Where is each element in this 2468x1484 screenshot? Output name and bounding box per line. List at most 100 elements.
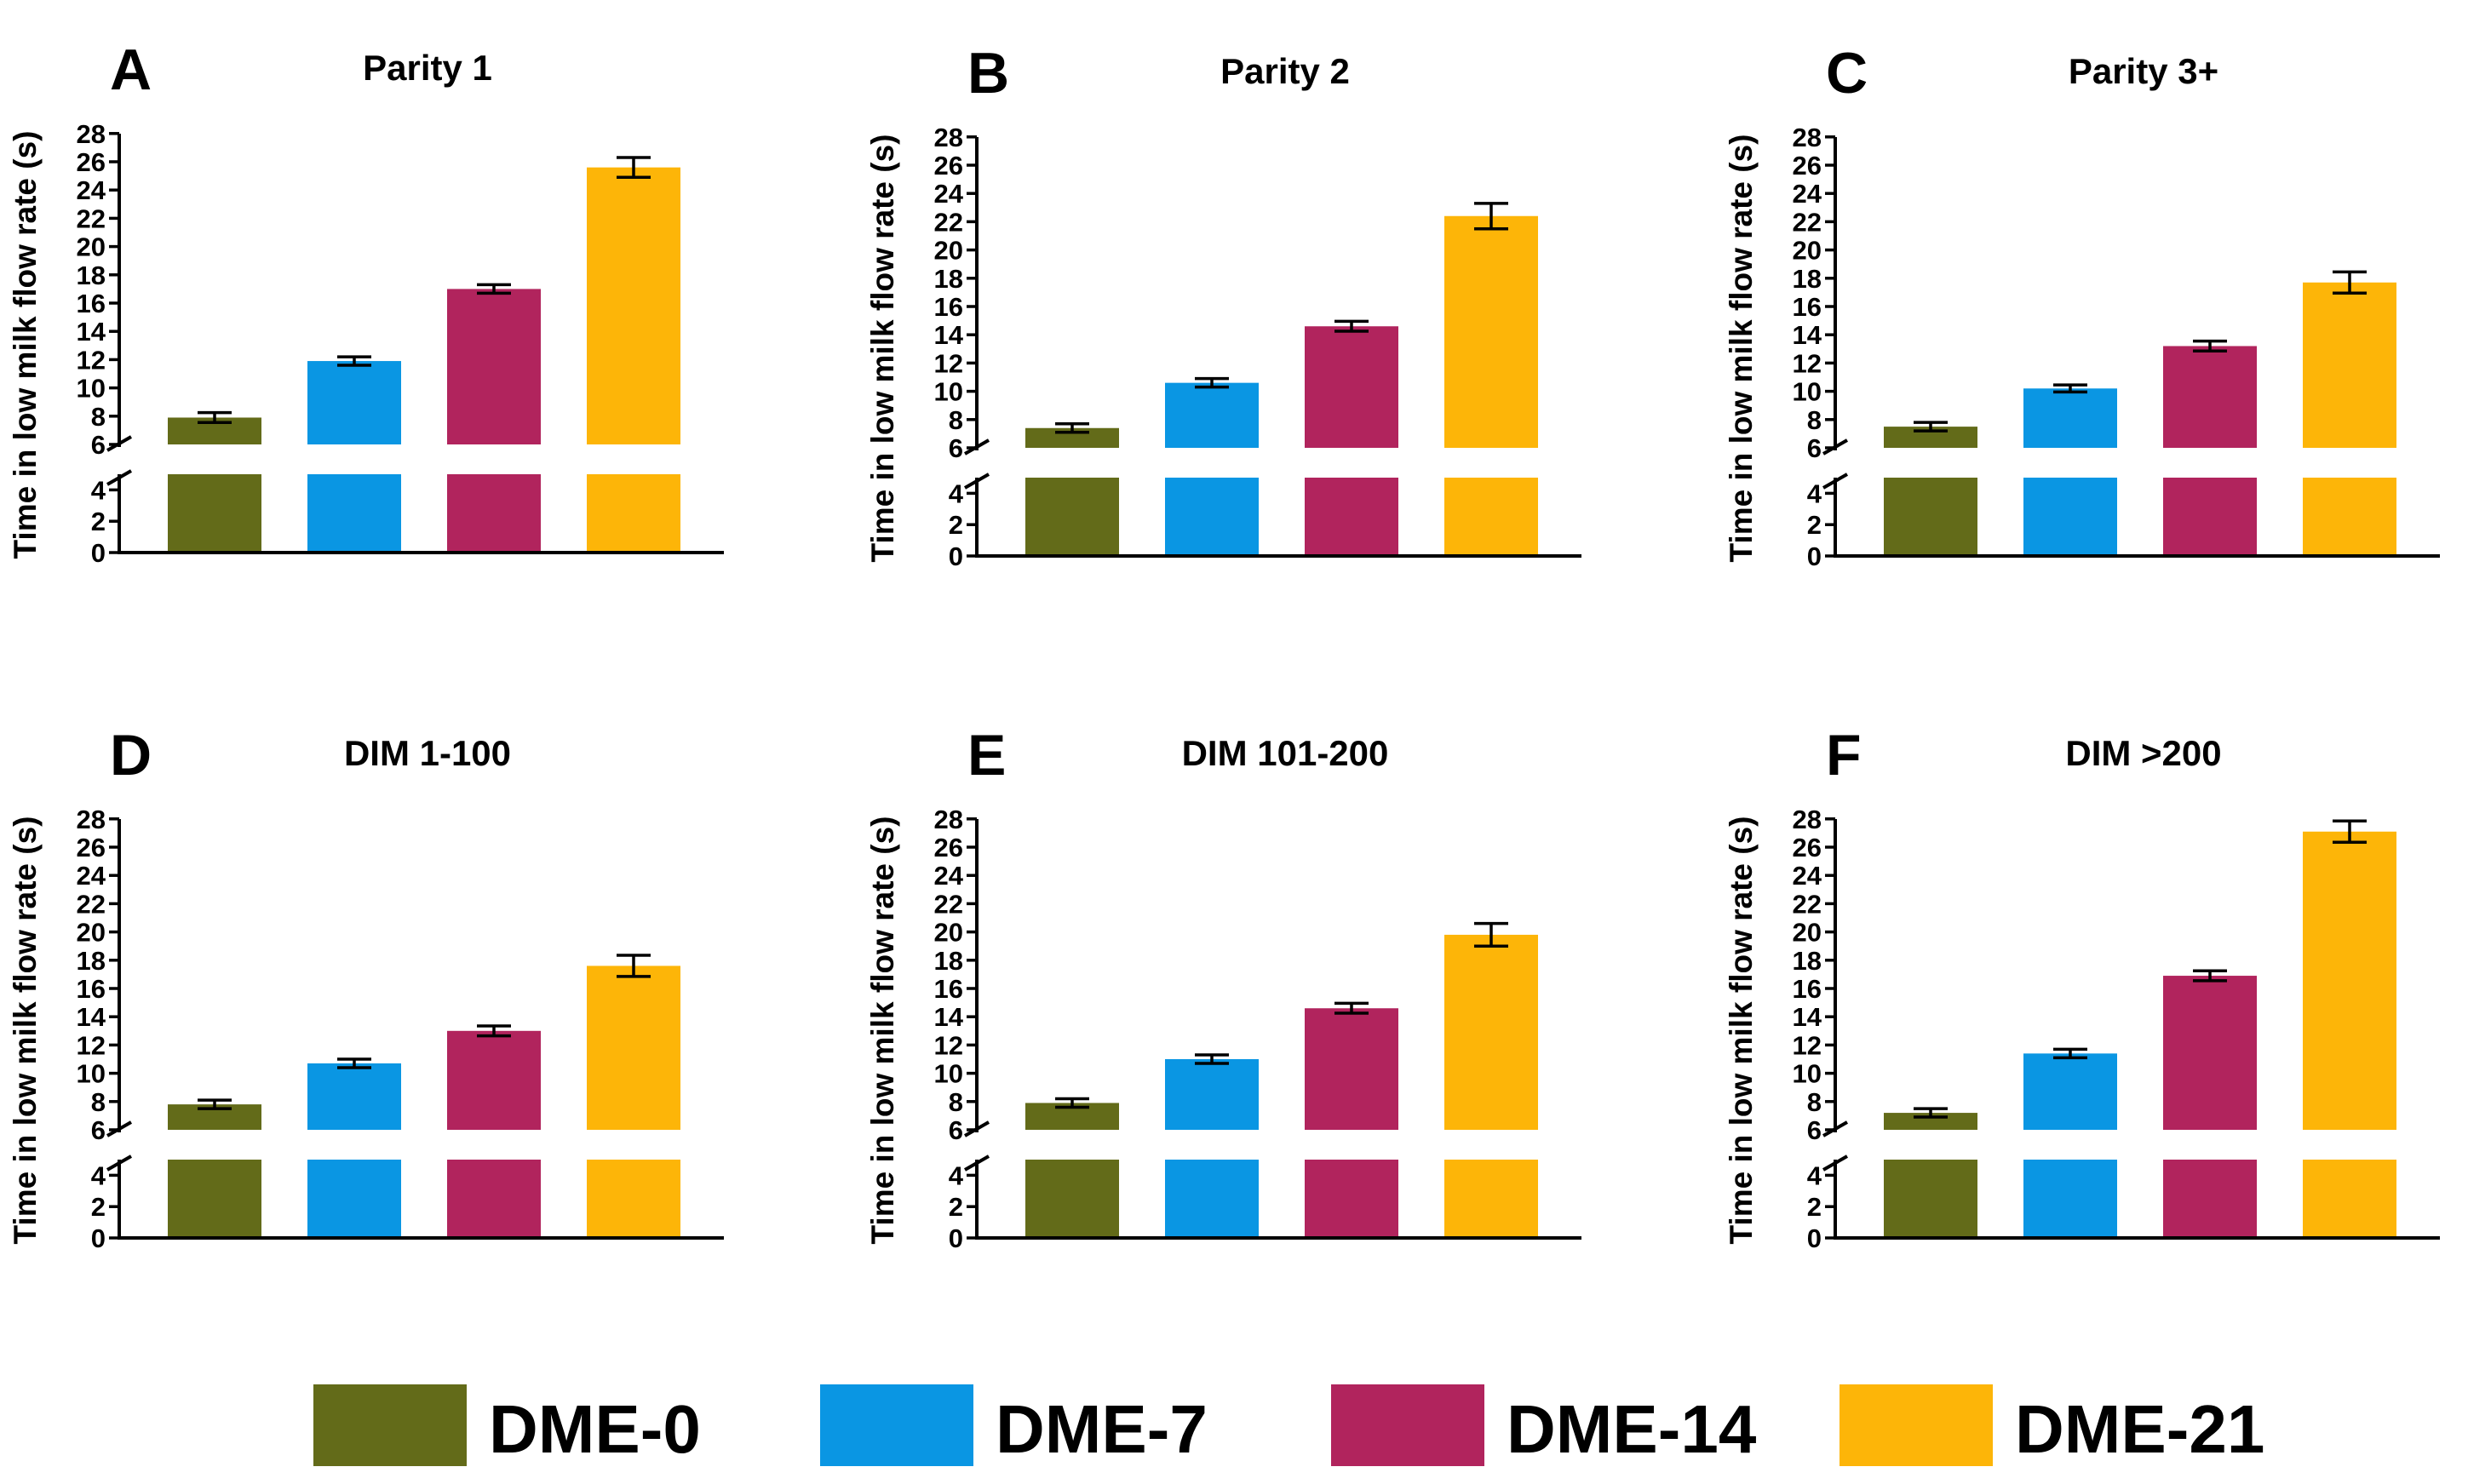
- y-tick-label: 18: [77, 261, 106, 290]
- y-tick-label: 18: [77, 946, 106, 976]
- axis-break-mark: [1822, 473, 1848, 490]
- y-tick-label: 10: [77, 374, 106, 404]
- error-bar: [477, 283, 511, 295]
- y-tick-label: 28: [77, 119, 106, 149]
- error-bar: [1474, 921, 1508, 948]
- bar-upper-dme-21: [1444, 215, 1538, 448]
- y-tick-label: 12: [1793, 348, 1822, 378]
- error-bar: [1055, 422, 1089, 434]
- error-bar: [1334, 319, 1369, 333]
- y-tick-label: 8: [1807, 405, 1822, 435]
- bar-upper-dme-0: [1884, 1113, 1977, 1130]
- y-tick-label: 10: [934, 377, 963, 407]
- y-tick-label: 22: [77, 203, 106, 233]
- panel-title: Parity 1: [363, 48, 492, 88]
- axis-break-mark: [1822, 1155, 1848, 1172]
- y-tick-label: 24: [934, 861, 964, 891]
- axes: [964, 819, 1581, 1240]
- y-tick-label: 24: [934, 179, 964, 209]
- y-tick-label: 22: [1793, 889, 1822, 919]
- error-bar: [337, 355, 371, 367]
- error-bar: [1195, 376, 1229, 389]
- error-bar: [2193, 969, 2227, 983]
- bar-lower-dme-14: [1305, 478, 1398, 556]
- y-tick-label: 14: [77, 317, 106, 347]
- bar-lower-dme-14: [447, 474, 541, 553]
- error-bar: [1914, 1107, 1948, 1119]
- y-tick-label: 16: [77, 289, 106, 318]
- y-tick-label: 10: [1793, 1059, 1822, 1089]
- error-bar: [2193, 339, 2227, 353]
- y-tick-label: 4: [91, 1160, 106, 1190]
- panel-title: DIM 101-200: [1182, 733, 1389, 773]
- legend-swatch: [820, 1384, 973, 1466]
- y-tick-label: 4: [949, 1160, 964, 1190]
- bar-lower-dme-7: [1165, 1160, 1259, 1238]
- panel-title: Parity 2: [1220, 51, 1350, 91]
- bar-lower-dme-0: [1025, 1160, 1119, 1238]
- y-tick-label: 4: [91, 475, 106, 505]
- y-tick-label: 8: [91, 1087, 106, 1117]
- y-tick-label: 24: [1793, 179, 1822, 209]
- bar-upper-dme-14: [447, 289, 541, 444]
- error-bar: [2053, 383, 2087, 394]
- y-tick-label: 28: [1793, 805, 1822, 834]
- y-tick-label: 26: [77, 147, 106, 177]
- y-tick-label: 20: [1793, 236, 1822, 266]
- y-tick-label: 2: [949, 1192, 963, 1222]
- error-bar: [2053, 1047, 2087, 1060]
- y-tick-label: 28: [1793, 123, 1822, 152]
- bar-lower-dme-7: [307, 1160, 401, 1238]
- y-tick-label: 2: [91, 1192, 106, 1222]
- legend-label: DME-14: [1507, 1391, 1757, 1467]
- legend: DME-0 DME-7 DME-14 DME-21: [313, 1384, 2264, 1467]
- bar-upper-dme-14: [1305, 1008, 1398, 1130]
- y-tick-label: 18: [934, 946, 963, 976]
- y-tick-label: 14: [1793, 1002, 1822, 1032]
- bar-lower-dme-7: [1165, 478, 1259, 556]
- y-tick-label: 24: [1793, 861, 1822, 891]
- panel-title: DIM 1-100: [344, 733, 511, 773]
- error-bar: [477, 1024, 511, 1038]
- axis-break-mark: [964, 473, 990, 490]
- y-tick-label: 12: [77, 345, 106, 375]
- bar-upper-dme-7: [307, 361, 401, 444]
- bar-lower-dme-7: [2023, 1160, 2117, 1238]
- y-tick-label: 26: [1793, 151, 1822, 180]
- y-axis-label: Time in low milk flow rate (s): [8, 816, 43, 1244]
- y-tick-label: 10: [1793, 377, 1822, 407]
- bar-lower-dme-14: [447, 1160, 541, 1238]
- panel-title: Parity 3+: [2069, 51, 2218, 91]
- y-tick-label: 14: [77, 1002, 106, 1032]
- bar-upper-dme-14: [1305, 326, 1398, 448]
- y-tick-label: 6: [1807, 433, 1822, 463]
- y-tick-label: 20: [934, 918, 963, 948]
- bar-upper-dme-7: [307, 1063, 401, 1130]
- y-tick-label: 16: [1793, 292, 1822, 322]
- legend-label: DME-0: [489, 1391, 701, 1467]
- y-axis-label: Time in low milk flow rate (s): [1724, 134, 1759, 562]
- bar-lower-dme-7: [2023, 478, 2117, 556]
- bar-lower-dme-14: [2163, 1160, 2257, 1238]
- bar-lower-dme-14: [1305, 1160, 1398, 1238]
- legend-swatch: [313, 1384, 467, 1466]
- y-tick-label: 22: [77, 889, 106, 919]
- y-tick-label: 16: [77, 974, 106, 1004]
- y-axis-label: Time in low milk flow rate (s): [865, 816, 900, 1244]
- y-tick-label: 0: [91, 1223, 106, 1253]
- axis-break-mark: [964, 1155, 990, 1172]
- panel-letter: F: [1826, 723, 1862, 788]
- axes: [106, 819, 724, 1240]
- y-tick-label: 20: [77, 232, 106, 262]
- error-bar: [2333, 819, 2367, 844]
- y-tick-label: 20: [77, 918, 106, 948]
- y-tick-label: 16: [1793, 974, 1822, 1004]
- panel-e: E DIM 101-200 Time in low milk flow rate (…: [865, 723, 1581, 1253]
- y-tick-label: 12: [934, 348, 963, 378]
- legend-label: DME-21: [2015, 1391, 2264, 1467]
- panel-b: B Parity 2 Time in low milk flow rate (s) 6…: [865, 41, 1581, 571]
- y-tick-label: 2: [1807, 1192, 1822, 1222]
- y-tick-label: 20: [934, 236, 963, 266]
- axes: [1822, 137, 2440, 558]
- bar-lower-dme-0: [1884, 1160, 1977, 1238]
